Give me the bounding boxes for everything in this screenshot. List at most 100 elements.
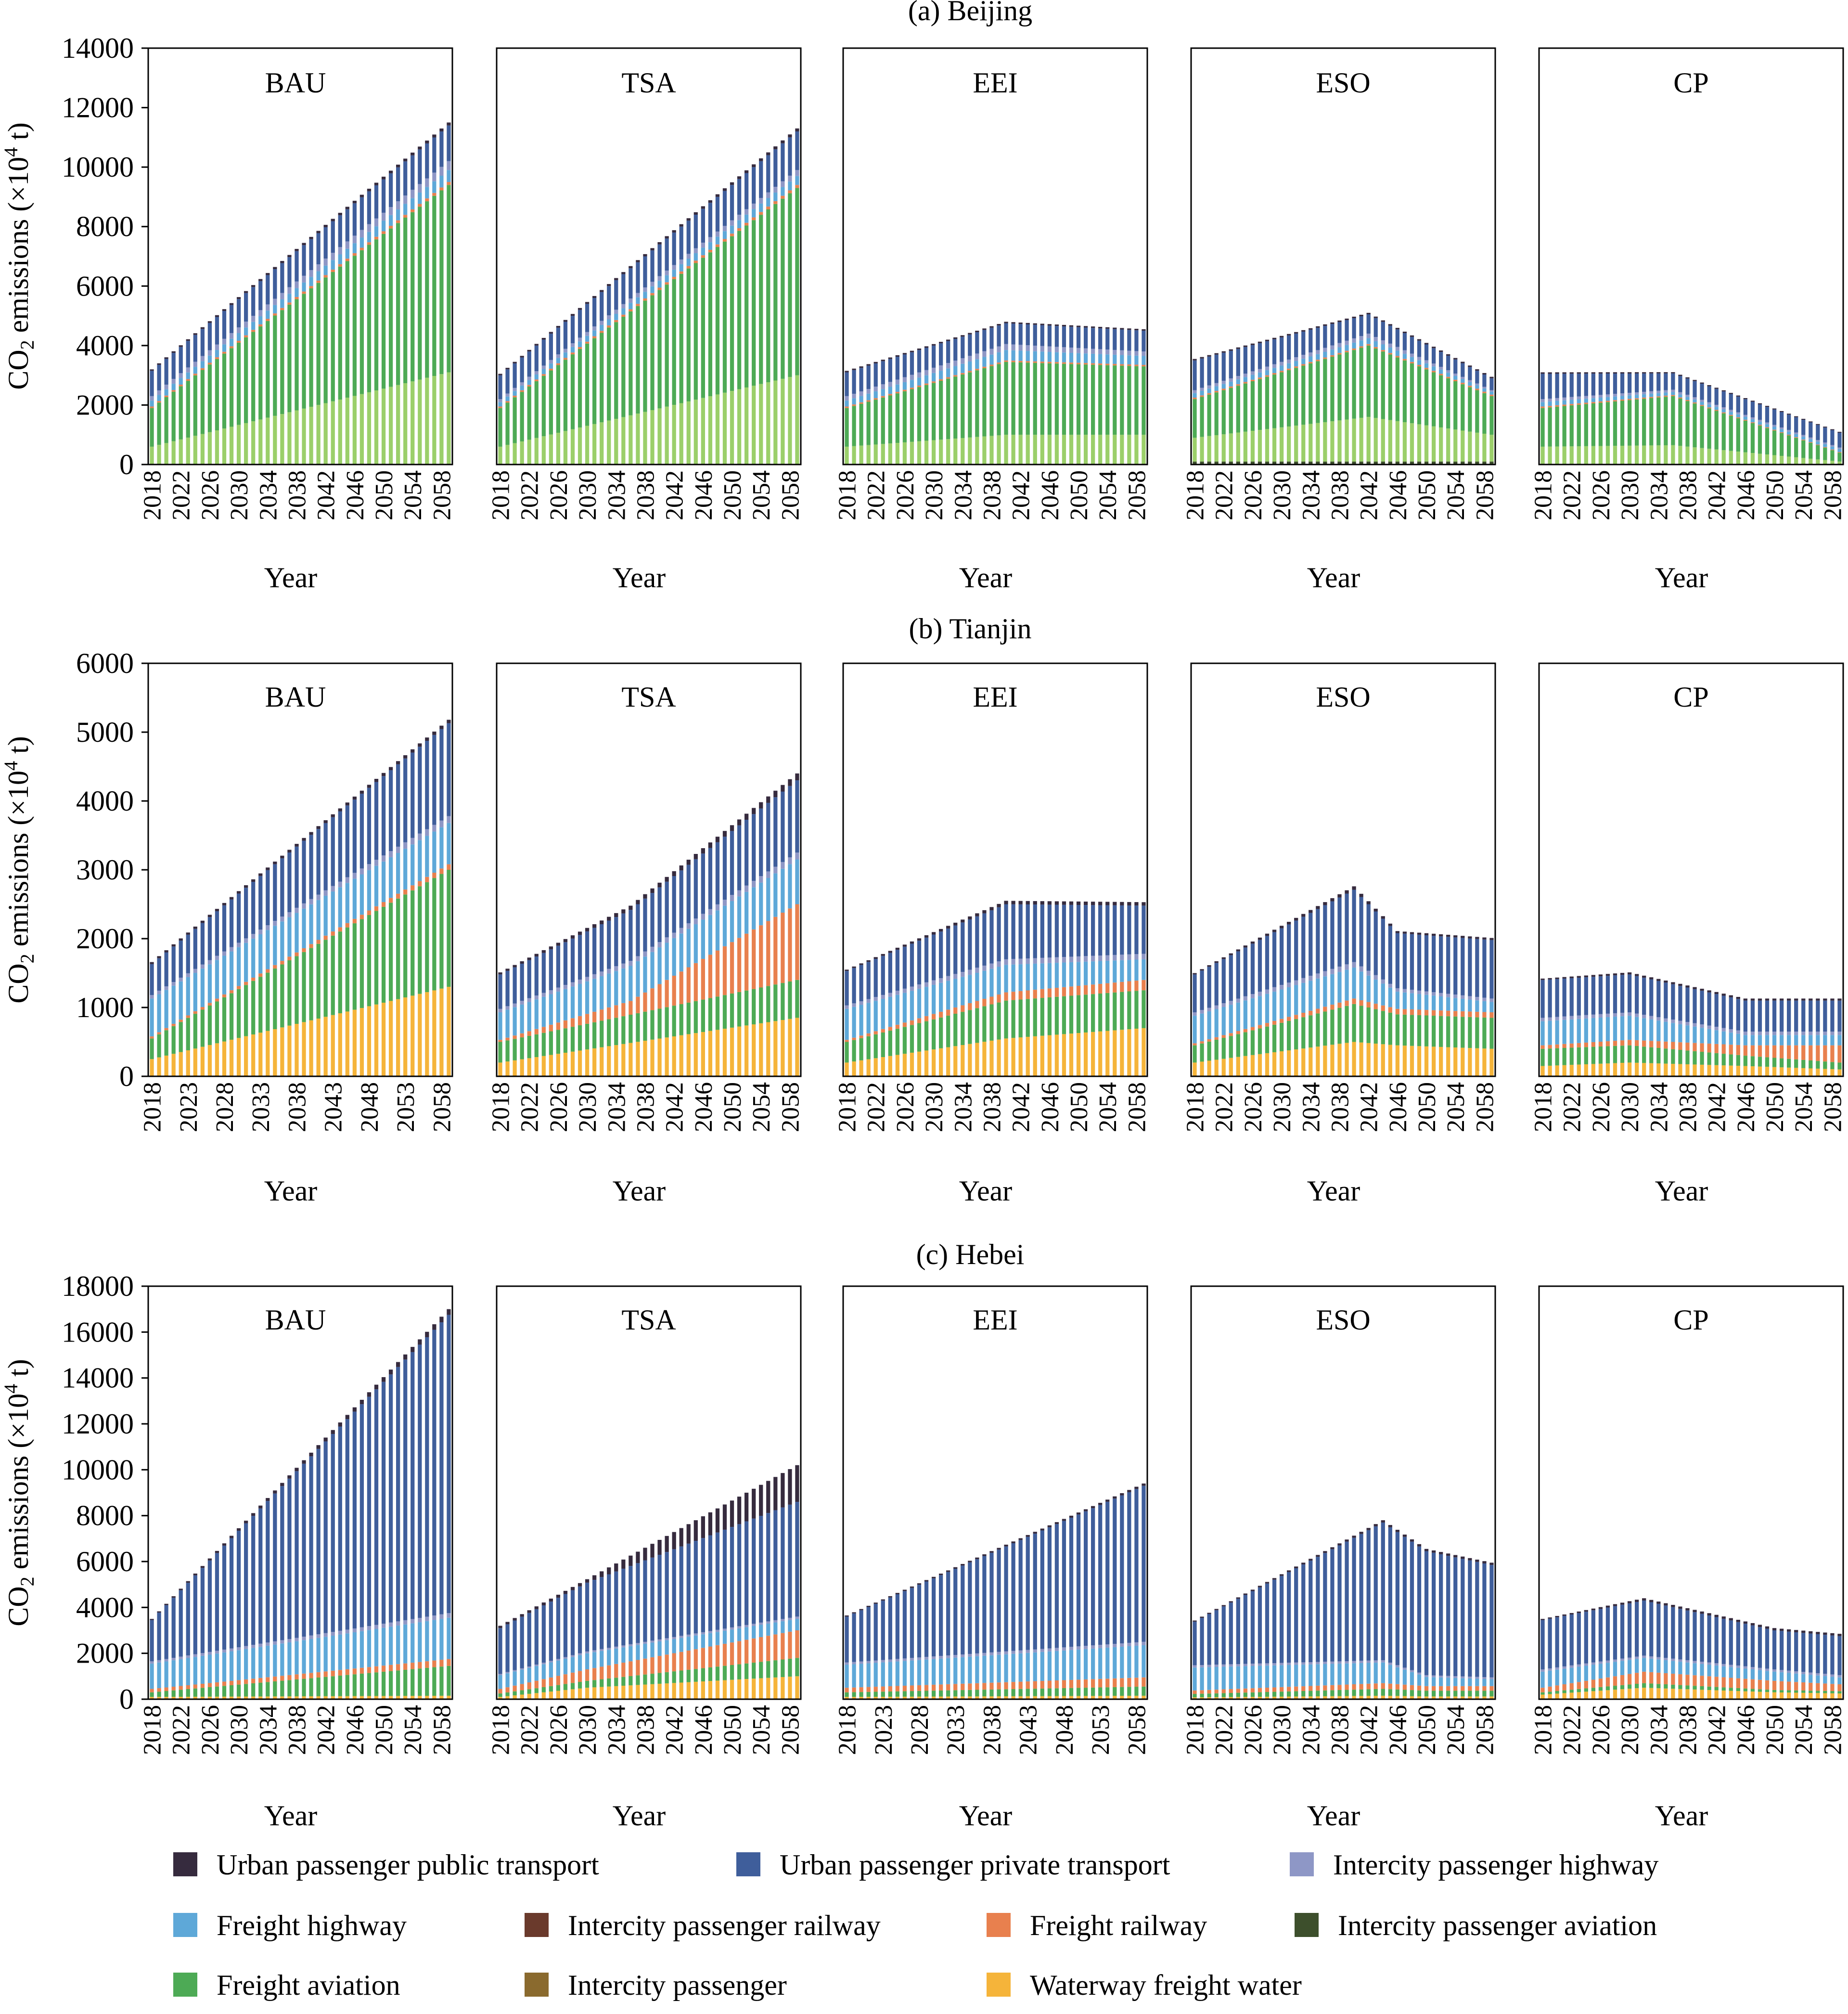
bar-segment — [520, 1669, 524, 1684]
bar-segment — [1359, 971, 1363, 1000]
bar-segment — [374, 226, 379, 237]
bar-segment — [1417, 1015, 1422, 1046]
bar-segment — [873, 363, 878, 387]
bar-segment — [388, 767, 393, 771]
bar-segment — [1402, 461, 1407, 465]
bar-segment — [773, 873, 778, 917]
x-tick-label: 2046 — [1385, 470, 1412, 520]
bar-segment — [1352, 418, 1356, 462]
bar-segment — [164, 1697, 168, 1699]
bar-segment — [953, 1046, 958, 1076]
bar-segment — [1359, 1532, 1363, 1534]
bar-segment — [845, 1008, 849, 1040]
bar-segment — [273, 864, 277, 921]
bar-segment — [701, 1032, 705, 1076]
bar-segment — [266, 1031, 270, 1076]
bar-segment — [287, 255, 292, 258]
bar-segment — [1323, 1662, 1327, 1664]
bar-segment — [1294, 1662, 1298, 1665]
bar-segment — [715, 394, 720, 465]
bar-segment — [1729, 1045, 1733, 1055]
bar-segment — [1402, 1534, 1407, 1537]
bar-segment — [679, 1682, 683, 1699]
bar-segment — [924, 346, 929, 348]
bar-segment — [708, 909, 713, 915]
bar-segment — [1591, 1679, 1595, 1688]
bar-segment — [997, 1039, 1001, 1076]
bar-segment — [1779, 1690, 1784, 1692]
scenario-label: CP — [1673, 67, 1708, 99]
bar-segment — [1309, 1015, 1313, 1048]
bar-segment — [244, 938, 248, 943]
bar-segment — [505, 1696, 510, 1699]
bar-segment — [432, 195, 436, 376]
bar-segment — [1475, 1560, 1479, 1562]
bar-segment — [207, 321, 212, 323]
bar-segment — [881, 389, 885, 396]
bar-segment — [171, 1598, 176, 1658]
bar-segment — [1743, 1621, 1747, 1624]
bar-segment — [997, 324, 1001, 326]
bar-segment — [1801, 1692, 1806, 1699]
bar-segment — [852, 404, 856, 406]
bar-segment — [1721, 1031, 1726, 1045]
bar-segment — [1214, 1690, 1219, 1693]
bar-segment — [592, 424, 597, 465]
bar-segment — [549, 946, 553, 950]
bar-segment — [505, 1040, 510, 1062]
bar-segment — [1787, 435, 1791, 436]
bar-segment — [859, 965, 863, 1001]
bar-segment — [207, 960, 212, 965]
bar-segment — [157, 1613, 161, 1660]
bar-segment — [1417, 1674, 1422, 1686]
bar-segment — [1540, 1671, 1545, 1688]
bar-segment — [1091, 994, 1095, 1032]
bar-segment — [1040, 1652, 1044, 1681]
bar-segment — [316, 233, 321, 265]
bar-segment — [1388, 1696, 1392, 1699]
bar-segment — [1635, 1600, 1639, 1602]
bar-segment — [737, 179, 742, 215]
bar-segment — [527, 1667, 531, 1683]
bar-segment — [931, 1578, 936, 1657]
bar-segment — [629, 910, 633, 961]
bar-segment — [1837, 447, 1842, 449]
bar-segment — [381, 1381, 386, 1624]
bar-segment — [1461, 1017, 1465, 1048]
bar-segment — [621, 1647, 626, 1663]
x-tick-label: 2038 — [978, 1082, 1006, 1132]
bar-segment — [193, 1048, 197, 1076]
panel-frame — [496, 662, 802, 1077]
bar-segment — [1113, 364, 1117, 366]
bar-segment — [323, 935, 328, 940]
bar-segment — [946, 1009, 950, 1016]
x-tick-label: 2026 — [545, 1082, 573, 1132]
bar-segment — [1098, 326, 1103, 329]
bar-segment — [251, 332, 256, 422]
bar-segment — [852, 966, 856, 968]
bar-segment — [961, 1564, 965, 1566]
bar-segment — [258, 876, 263, 930]
bar-segment — [1127, 435, 1131, 465]
bar-segment — [1439, 352, 1443, 367]
bar-segment — [352, 918, 357, 924]
bar-segment — [1258, 1586, 1262, 1588]
bar-segment — [1033, 963, 1037, 990]
bar-segment — [338, 399, 342, 465]
bar-segment — [1098, 961, 1103, 984]
y-tick-label: 6000 — [76, 1546, 134, 1577]
bar-segment — [578, 1653, 582, 1655]
bar-segment — [273, 926, 277, 965]
bar-segment — [1105, 905, 1110, 955]
bar-segment — [693, 924, 698, 963]
bar-segment — [686, 923, 691, 929]
bar-segment — [1040, 435, 1044, 465]
bar-segment — [1316, 354, 1320, 360]
bar-segment — [578, 1688, 582, 1699]
bar-segment — [534, 1034, 539, 1058]
bar-segment — [766, 921, 770, 986]
bar-segment — [186, 1583, 190, 1656]
bar-segment — [150, 1689, 154, 1692]
bar-segment — [715, 1030, 720, 1076]
bar-segment — [345, 883, 349, 923]
